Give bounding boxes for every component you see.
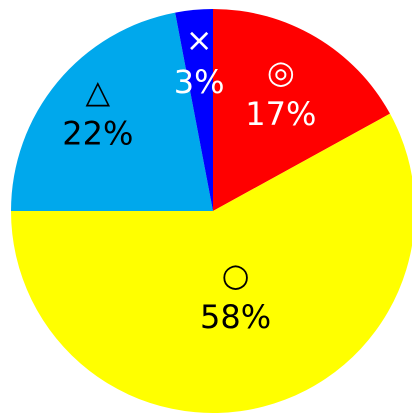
slice-category-label: ◎ <box>267 53 295 91</box>
pie-slice <box>175 9 213 211</box>
slice-value-label: 17% <box>245 95 316 133</box>
slice-category-label: △ <box>86 73 111 111</box>
slice-value-label: 3% <box>174 63 225 101</box>
pie-slice <box>11 12 213 212</box>
slice-value-label: 22% <box>62 115 133 153</box>
pie-slice <box>213 9 391 211</box>
slice-category-label: × <box>186 21 213 59</box>
pie-slice <box>11 113 412 413</box>
slice-value-label: 58% <box>200 298 271 336</box>
slice-category-label: ○ <box>222 256 250 294</box>
